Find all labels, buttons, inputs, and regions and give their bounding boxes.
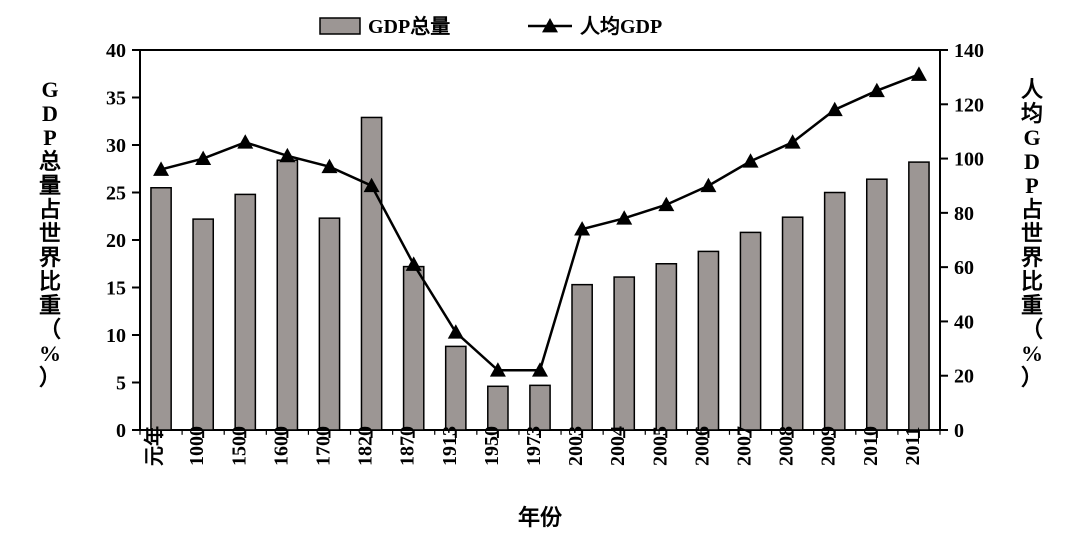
x-tick-label: 1870 xyxy=(397,426,419,466)
y-right-axis-title: 人均GDP占世界比重（%） xyxy=(1021,77,1043,390)
svg-text:G: G xyxy=(1023,125,1040,150)
bar xyxy=(740,232,760,430)
x-tick-label: 2004 xyxy=(607,426,629,466)
x-tick-label: 1913 xyxy=(439,426,461,466)
svg-text:占: 占 xyxy=(39,197,61,222)
x-tick-label: 2009 xyxy=(818,426,840,466)
y-right-tick-label: 120 xyxy=(954,94,984,116)
legend-bar-label: GDP总量 xyxy=(368,14,450,38)
bar xyxy=(867,179,887,430)
legend-bar-swatch xyxy=(320,18,360,34)
y-right-tick-label: 60 xyxy=(954,257,974,279)
bar xyxy=(151,188,171,430)
svg-text:D: D xyxy=(42,101,58,126)
x-tick-label: 1000 xyxy=(186,426,208,466)
y-left-tick-label: 10 xyxy=(106,325,126,347)
bar xyxy=(488,386,508,430)
bar xyxy=(361,117,381,430)
y-left-tick-label: 40 xyxy=(106,40,126,62)
x-tick-label: 1700 xyxy=(312,426,334,466)
y-left-tick-label: 0 xyxy=(116,420,126,442)
x-tick-label: 元年 xyxy=(142,426,166,466)
x-tick-label: 2003 xyxy=(565,426,587,466)
bar xyxy=(319,218,339,430)
y-right-tick-label: 140 xyxy=(954,40,984,62)
svg-text:重: 重 xyxy=(1021,293,1043,318)
x-tick-label: 1973 xyxy=(523,426,545,466)
svg-text:世: 世 xyxy=(1021,221,1043,246)
x-axis-title: 年份 xyxy=(518,505,563,530)
bar xyxy=(235,194,255,430)
svg-text:均: 均 xyxy=(1021,101,1043,126)
y-left-tick-label: 25 xyxy=(106,183,126,205)
svg-text:%: % xyxy=(1021,341,1043,366)
bar xyxy=(530,385,550,430)
x-tick-label: 2010 xyxy=(860,426,882,466)
bar xyxy=(783,217,803,430)
gdp-combo-chart: 0 5 10 15 20 25 30 35 40 0 20 40 60 80 100 120 140 元年 1000… xyxy=(0,0,1080,560)
y-right-tick-label: 20 xyxy=(954,366,974,388)
x-tick-label: 2007 xyxy=(734,426,756,466)
y-left-tick-label: 15 xyxy=(106,278,126,300)
y-left-tick-label: 35 xyxy=(106,88,126,110)
bar xyxy=(572,285,592,430)
x-tick-label: 2005 xyxy=(649,426,671,466)
bar xyxy=(193,219,213,430)
y-right-tick-label: 100 xyxy=(954,149,984,171)
y-right-tick-label: 40 xyxy=(954,311,974,333)
bar xyxy=(614,277,634,430)
svg-text:比: 比 xyxy=(1021,269,1043,294)
svg-text:人: 人 xyxy=(1021,77,1043,102)
x-tick-label: 1950 xyxy=(481,426,503,466)
svg-text:总: 总 xyxy=(39,149,61,174)
bar xyxy=(656,264,676,430)
svg-text:）: ） xyxy=(1021,365,1043,390)
y-left-axis-title: GDP总量占世界比重（%） xyxy=(39,77,61,390)
svg-text:比: 比 xyxy=(39,269,61,294)
svg-text:重: 重 xyxy=(39,293,61,318)
y-left-tick-label: 30 xyxy=(106,135,126,157)
svg-text:占: 占 xyxy=(1021,197,1043,222)
bar xyxy=(277,160,297,430)
bar xyxy=(446,346,466,430)
svg-text:P: P xyxy=(1025,173,1038,198)
x-tick-label: 1600 xyxy=(270,426,292,466)
bar xyxy=(909,162,929,430)
x-tick-label: 2008 xyxy=(776,426,798,466)
svg-text:P: P xyxy=(43,125,56,150)
svg-text:界: 界 xyxy=(39,245,61,270)
svg-text:世: 世 xyxy=(39,221,61,246)
x-tick-label: 1500 xyxy=(228,426,250,466)
y-left-tick-label: 20 xyxy=(106,230,126,252)
bar xyxy=(698,251,718,430)
legend-line-label: 人均GDP xyxy=(580,14,662,38)
x-tick-label: 2011 xyxy=(902,427,924,466)
svg-text:G: G xyxy=(41,77,58,102)
svg-text:量: 量 xyxy=(39,173,61,198)
svg-text:界: 界 xyxy=(1021,245,1043,270)
svg-text:（: （ xyxy=(39,317,61,342)
svg-text:）: ） xyxy=(39,365,61,390)
y-right-tick-label: 0 xyxy=(954,420,964,442)
svg-text:%: % xyxy=(39,341,61,366)
svg-text:D: D xyxy=(1024,149,1040,174)
y-left-tick-label: 5 xyxy=(116,373,126,395)
x-tick-label: 2006 xyxy=(691,426,713,466)
bar xyxy=(825,193,845,431)
y-right-tick-label: 80 xyxy=(954,203,974,225)
x-tick-label: 1820 xyxy=(355,426,377,466)
svg-text:（: （ xyxy=(1021,317,1043,342)
bar xyxy=(404,267,424,430)
